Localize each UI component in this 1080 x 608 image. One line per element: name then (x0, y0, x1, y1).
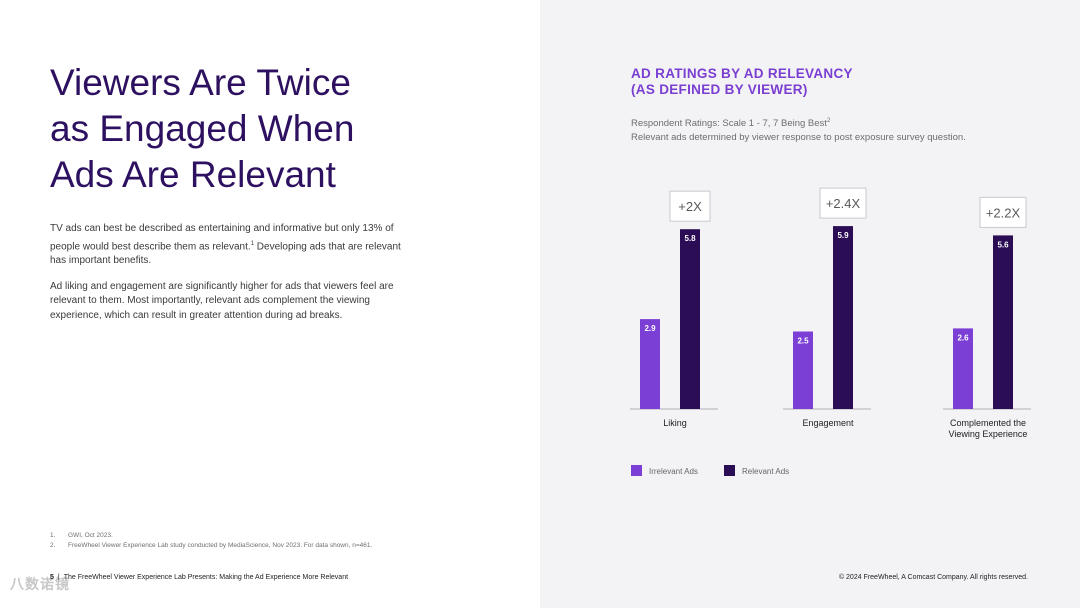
bar-value-label: 5.8 (684, 234, 696, 243)
footnote-text: FreeWheel Viewer Experience Lab study co… (68, 542, 373, 549)
footnotes: 1. GWI, Oct 2023. 2. FreeWheel Viewer Ex… (50, 531, 372, 551)
chart-subtitle-text: Respondent Ratings: Scale 1 - 7, 7 Being… (631, 118, 827, 130)
footnote-text: GWI, Oct 2023. (68, 532, 113, 539)
chart-title-line-2: (AS DEFINED BY VIEWER) (631, 82, 808, 97)
body-paragraph-2: Ad liking and engagement are significant… (50, 280, 394, 321)
category-label: Liking (663, 418, 687, 428)
footer-copyright: © 2024 FreeWheel, A Comcast Company. All… (838, 574, 1028, 581)
multiplier-box (669, 190, 711, 222)
bar-value-label: 2.6 (957, 333, 969, 342)
multiplier-label: +2.2X (986, 205, 1021, 220)
chart-title: AD RATINGS BY AD RELEVANCY (AS DEFINED B… (631, 66, 853, 98)
multiplier-box (819, 187, 867, 219)
footer-separator: | (57, 574, 60, 581)
right-panel (540, 0, 1080, 608)
footnote-1: 1. GWI, Oct 2023. (50, 531, 372, 541)
chart-subtitle-footnote-ref: 2 (826, 118, 831, 124)
footer-document-title: The FreeWheel Viewer Experience Lab Pres… (63, 574, 349, 581)
title-line-3: Ads Are Relevant (50, 154, 336, 195)
footnote-number: 1. (50, 532, 56, 539)
category-label: Engagement (802, 418, 854, 428)
bar-value-label: 2.9 (644, 324, 656, 333)
legend-label: Relevant Ads (742, 467, 789, 476)
chart-note: Relevant ads determined by viewer respon… (631, 132, 966, 144)
left-panel (0, 0, 540, 608)
bar-relevant (833, 226, 853, 409)
title-line-2: as Engaged When (50, 108, 355, 149)
title-line-1: Viewers Are Twice (50, 62, 351, 103)
chart-title-line-1: AD RATINGS BY AD RELEVANCY (631, 66, 853, 81)
page-title: Viewers Are Twice as Engaged When Ads Ar… (50, 60, 470, 198)
multiplier-box (979, 196, 1027, 228)
multiplier-label: +2.4X (826, 196, 861, 211)
bar-value-label: 5.9 (837, 231, 849, 240)
legend-label: Irrelevant Ads (649, 467, 698, 476)
para1-footnote-ref: 1 (250, 240, 255, 247)
category-label: Viewing Experience (949, 429, 1028, 439)
bar-chart: 2.9 5.8 +2X Liking 2.5 5.9 +2.4X Engagement 2.6 5… (630, 187, 1031, 476)
para1-tail: Developing ads that are relevant has imp… (50, 240, 401, 267)
bar-relevant (993, 235, 1013, 409)
body-paragraph-1: TV ads can best be described as entertai… (50, 222, 410, 269)
para1-text: TV ads can best be described as entertai… (50, 223, 394, 252)
chart-subtitle-line: Respondent Ratings: Scale 1 - 7, 7 Being… (631, 114, 966, 131)
legend-swatch-irrelevant (631, 465, 642, 476)
bar-irrelevant (640, 319, 660, 409)
page-number: 5 (50, 574, 54, 581)
bar-irrelevant (953, 328, 973, 409)
legend-swatch-relevant (724, 465, 735, 476)
multiplier-label: +2X (678, 199, 702, 214)
bar-irrelevant (793, 331, 813, 409)
watermark: 八数诺镜 (10, 576, 70, 592)
footer-left: 5 | The FreeWheel Viewer Experience Lab … (50, 574, 348, 581)
bar-value-label: 5.6 (997, 240, 1009, 249)
bar-relevant (680, 229, 700, 409)
footnote-2: 2. FreeWheel Viewer Experience Lab study… (50, 541, 372, 551)
chart-subtitle: Respondent Ratings: Scale 1 - 7, 7 Being… (631, 114, 966, 145)
footnote-number: 2. (50, 542, 56, 549)
body-text: TV ads can best be described as entertai… (50, 222, 410, 334)
category-label: Complemented the (950, 418, 1026, 428)
bar-value-label: 2.5 (797, 337, 809, 346)
